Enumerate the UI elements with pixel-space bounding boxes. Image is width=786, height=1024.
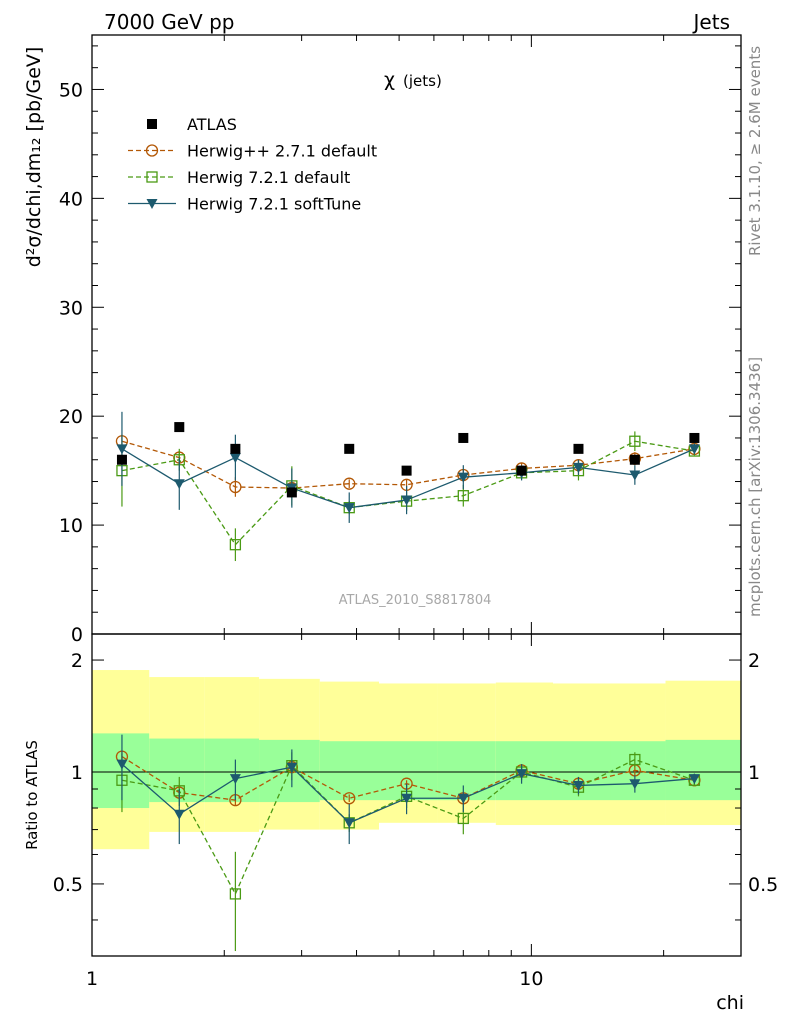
- ratio-point-softtune: [173, 809, 185, 820]
- main-y-tick-label: 30: [59, 297, 83, 319]
- data-point-softtune: [173, 479, 185, 490]
- uncertainty-band-inner: [379, 741, 438, 801]
- uncertainty-band-inner: [92, 733, 150, 809]
- main-y-tick-label: 20: [59, 406, 83, 428]
- uncertainty-band-inner: [204, 738, 260, 803]
- data-point-herwig721: [629, 435, 641, 447]
- data-point-herwigpp: [343, 477, 356, 490]
- ratio-point-softtune: [688, 774, 700, 785]
- main-y-tick-label: 40: [59, 188, 83, 210]
- main-panel: χ (jets) ATLAS_2010_S8817804 0 10 20 30 40 50…: [23, 34, 742, 646]
- data-point-softtune: [343, 503, 355, 514]
- ratio-point-herwigpp: [343, 792, 356, 805]
- mcplots-label: mcplots.cern.ch [arXiv:1306.3436]: [746, 357, 764, 617]
- ratio-panel: 0.5 0.5 1 1 2 2 1 10 Ratio to ATLAS chi: [23, 633, 778, 1014]
- data-point-softtune: [229, 453, 241, 464]
- data-point-softtune: [572, 462, 584, 473]
- uncertainty-band-inner: [319, 741, 380, 801]
- x-axis-label: chi: [716, 992, 744, 1014]
- header-right-label: Jets: [692, 10, 730, 34]
- data-point-softtune: [401, 495, 413, 506]
- ratio-point-softtune: [457, 793, 469, 804]
- main-title-symbol: χ: [384, 69, 395, 91]
- ratio-y-tick-label-right: 0.5: [748, 874, 778, 896]
- main-title-sub: (jets): [403, 72, 442, 90]
- ratio-y-tick-label-right: 1: [748, 762, 760, 784]
- uncertainty-band-inner: [665, 739, 741, 801]
- x-tick-label: 1: [86, 968, 98, 990]
- ratio-point-herwig721: [457, 812, 469, 825]
- data-point-herwig721: [229, 539, 242, 551]
- data-point-atlas: [689, 432, 700, 443]
- analysis-watermark: ATLAS_2010_S8817804: [339, 593, 492, 608]
- ratio-point-herwig721: [629, 753, 641, 766]
- ratio-y-tick-label-left: 2: [71, 650, 83, 672]
- data-point-atlas: [230, 443, 241, 454]
- data-point-atlas: [401, 465, 412, 476]
- ratio-point-softtune: [286, 762, 298, 773]
- x-tick-label: 10: [519, 968, 543, 990]
- legend-marker-herwig721: [146, 171, 158, 183]
- data-point-atlas: [174, 422, 185, 433]
- data-point-atlas: [516, 465, 527, 476]
- data-point-softtune: [688, 444, 700, 455]
- main-y-axis-label: d²σ/dchi,dm₁₂ [pb/GeV]: [23, 47, 45, 268]
- legend-label-atlas: ATLAS: [187, 115, 237, 134]
- legend-label-herwigpp: Herwig++ 2.7.1 default: [187, 142, 377, 161]
- data-point-atlas: [116, 454, 127, 465]
- data-point-atlas: [286, 487, 297, 498]
- data-point-atlas: [629, 454, 640, 465]
- ratio-point-softtune: [629, 779, 641, 790]
- data-point-softtune: [457, 472, 469, 483]
- ratio-point-softtune: [229, 774, 241, 785]
- legend: ATLAS Herwig++ 2.7.1 default Herwig 7.2.1 …: [128, 115, 377, 214]
- rivet-version-label: Rivet 3.1.10, ≥ 2.6M events: [746, 46, 764, 256]
- series-line-herwigpp: [121, 440, 695, 489]
- ratio-plot-frame: [91, 633, 742, 957]
- uncertainty-band-inner: [437, 741, 496, 801]
- uncertainty-band-inner: [552, 741, 611, 801]
- data-point-softtune: [116, 444, 128, 455]
- data-point-herwigpp: [229, 480, 242, 494]
- ratio-point-softtune: [343, 818, 355, 829]
- header-left-label: 7000 GeV pp: [104, 10, 235, 34]
- ratio-point-softtune: [516, 769, 528, 780]
- series-line-herwig721: [121, 440, 695, 546]
- ratio-point-softtune: [572, 780, 584, 791]
- main-y-tick-label: 0: [71, 624, 83, 646]
- ratio-y-tick-label-right: 2: [748, 650, 760, 672]
- uncertainty-band-inner: [149, 738, 205, 803]
- main-y-tick-label: 50: [59, 79, 83, 101]
- ratio-point-softtune: [116, 759, 128, 770]
- ratio-y-tick-label-left: 1: [71, 762, 83, 784]
- ratio-y-tick-label-left: 0.5: [53, 874, 83, 896]
- ratio-point-softtune: [401, 793, 413, 804]
- data-point-softtune: [629, 470, 641, 481]
- data-point-atlas: [573, 443, 584, 454]
- legend-marker-softtune: [146, 199, 158, 209]
- ratio-y-axis-label: Ratio to ATLAS: [23, 740, 41, 850]
- legend-marker-herwigpp: [145, 144, 159, 157]
- legend-label-herwig721: Herwig 7.2.1 default: [187, 168, 350, 187]
- data-point-atlas: [344, 443, 355, 454]
- legend-marker-atlas: [147, 119, 157, 129]
- ratio-point-herwig721: [229, 888, 242, 900]
- data-point-atlas: [458, 432, 469, 443]
- main-y-tick-label: 10: [59, 515, 83, 537]
- data-point-herwig721: [457, 490, 469, 502]
- legend-label-softtune: Herwig 7.2.1 softTune: [187, 195, 361, 214]
